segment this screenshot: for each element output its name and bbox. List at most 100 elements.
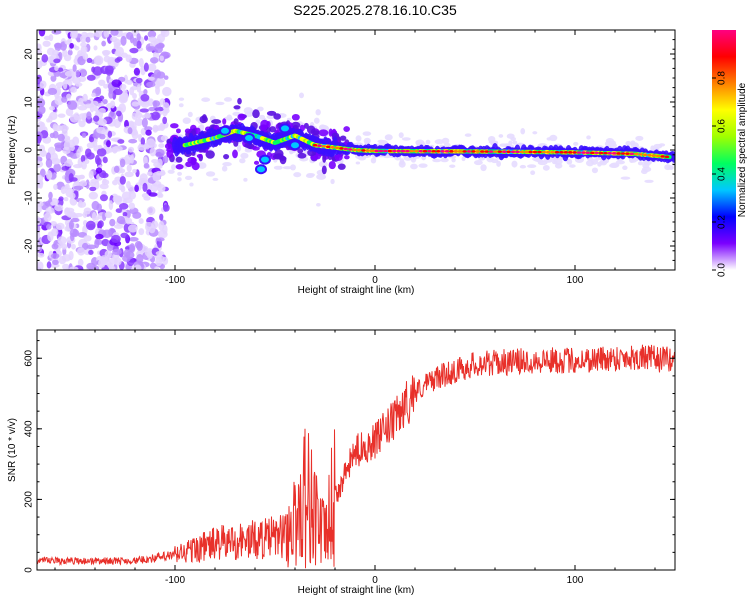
spectrogram-halo-blob	[664, 164, 672, 171]
spectrogram-noise-blob	[61, 96, 68, 103]
spectrogram-noise-blob	[147, 30, 157, 38]
spectrogram-ridge-blob	[222, 118, 227, 125]
spectrogram-burst	[289, 140, 301, 151]
spectrogram-halo-blob	[201, 97, 211, 102]
spectrogram-noise-blob	[122, 211, 128, 217]
spectrogram-ridge-peak	[620, 152, 626, 155]
spectrogram-noise-blob	[45, 207, 55, 214]
spectrogram-ridge-peak	[458, 150, 463, 153]
spectrogram-noise-blob	[158, 143, 165, 148]
spectrogram-noise-blob	[125, 251, 135, 260]
spectrogram-halo-blob	[401, 137, 411, 141]
spectrogram-ridge-peak	[436, 149, 441, 153]
spectrogram-noise-blob	[57, 67, 64, 72]
spectrogram-noise-blob	[64, 183, 70, 190]
spectrogram-ridge-peak	[629, 152, 634, 156]
spectrogram-noise-blob	[94, 154, 100, 165]
spectrogram-halo-blob	[418, 163, 428, 168]
spectrogram-ridge-peak	[405, 149, 410, 153]
spectrogram-ridge-blob	[269, 126, 277, 133]
spectrogram-ridge-peak	[528, 150, 533, 154]
spectrogram-halo-blob	[658, 143, 666, 147]
spectrogram-noise-blob	[139, 30, 148, 33]
spectrogram-ridge-blob	[334, 153, 343, 161]
spectrogram-noise-blob	[136, 33, 141, 42]
spectrogram-noise-blob	[78, 76, 87, 83]
spectrogram-halo-blob	[305, 173, 315, 179]
spectrogram-ridge-blob	[232, 149, 238, 159]
spectrogram-ridge-blob	[331, 132, 340, 139]
spectrogram-ridge-blob	[252, 146, 260, 151]
spectrogram-noise-blob	[110, 137, 119, 142]
spectrogram-noise-blob	[132, 168, 137, 174]
spectrogram-noise-blob	[67, 100, 78, 111]
spectrogram-ridge-peak	[400, 149, 406, 153]
spectrogram-ridge-peak	[656, 154, 661, 158]
spectrogram-noise-blob	[95, 233, 104, 240]
spectrogram-halo-blob	[282, 166, 293, 170]
spectrogram-halo-blob	[622, 165, 628, 171]
spectrogram-ridge-peak	[383, 149, 388, 153]
spectrogram-ridge-peak	[642, 153, 648, 157]
spectrogram-noise-blob	[104, 65, 114, 75]
spectrogram-ridge-peak	[330, 146, 335, 149]
spectrogram-noise-blob	[155, 237, 165, 242]
spectrogram-noise-blob	[109, 100, 116, 109]
spectrogram-halo-blob	[187, 111, 193, 118]
spectrogram-noise-blob	[143, 62, 149, 72]
spectrogram-noise-blob	[79, 174, 85, 180]
spectrogram-noise-blob	[52, 123, 58, 132]
spectrogram-halo-blob	[244, 148, 253, 153]
spectrogram-ridge-blob	[273, 113, 281, 120]
spectrogram-ridge-peak	[502, 150, 507, 154]
spectrogram-noise-blob	[88, 191, 99, 200]
spectrogram-noise-blob	[78, 200, 83, 208]
spectrogram-noise-blob	[128, 236, 139, 242]
spectrogram-halo-blob	[625, 140, 632, 147]
spectrogram-noise-blob	[127, 146, 135, 153]
spectrogram-noise-blob	[106, 140, 111, 148]
spectrogram-noise-blob	[106, 148, 113, 153]
spectrogram-noise-blob	[85, 32, 95, 38]
spectrogram-ridge-peak	[660, 155, 665, 158]
spectrogram-halo-blob	[599, 160, 608, 164]
spectrogram-noise-blob	[119, 168, 126, 174]
spectrogram-noise-blob	[37, 216, 42, 226]
spectrogram-halo-blob	[355, 161, 361, 165]
spectrogram-burst	[279, 123, 291, 134]
spectrogram-noise-blob	[156, 33, 166, 43]
spectrogram-halo-blob	[258, 114, 266, 120]
spectrogram-ridge-peak	[326, 145, 331, 149]
snr-ytick-label: 0	[24, 567, 35, 573]
spectrogram-ridge-peak	[541, 150, 546, 154]
spectrogram-ridge-peak	[550, 150, 555, 154]
spectrogram-noise-blob	[146, 250, 153, 260]
spectrogram-noise-blob	[138, 218, 144, 225]
spectrogram-halo-blob	[425, 139, 431, 145]
spectrogram-noise-blob	[103, 30, 110, 38]
spectrogram-noise-blob	[134, 184, 139, 193]
spectrogram-ridge-blob	[223, 153, 230, 160]
spectrogram-noise-blob	[54, 95, 64, 106]
spectrogram-ridge-blob	[196, 154, 203, 159]
spectrogram-halo-blob	[171, 164, 176, 171]
spectrogram-halo-blob	[313, 117, 320, 124]
spectrogram-noise-blob	[39, 149, 47, 158]
spectrogram-noise-blob	[143, 156, 148, 166]
spectrogram-ridge-blob	[237, 97, 242, 105]
spectrogram-ridge-peak	[563, 151, 568, 154]
spectrogram-halo-blob	[197, 162, 207, 169]
spectrogram-ridge-peak	[339, 147, 344, 150]
spectrogram-ridge-peak	[568, 151, 573, 154]
spectrogram-noise-blob	[124, 171, 134, 178]
spectrogram-halo-blob	[255, 119, 261, 125]
spectrogram-burst	[243, 133, 255, 143]
spectrogram-noise-blob	[50, 157, 61, 165]
spectrogram-halo-blob	[184, 175, 193, 181]
spectrogram-noise-blob	[86, 152, 95, 160]
spectrogram-noise-blob	[152, 100, 161, 107]
spectrogram-noise-blob	[124, 246, 130, 251]
spectrogram-noise-blob	[94, 30, 103, 38]
spectrogram-halo-blob	[240, 152, 249, 159]
spectrogram-noise-blob	[86, 262, 96, 270]
